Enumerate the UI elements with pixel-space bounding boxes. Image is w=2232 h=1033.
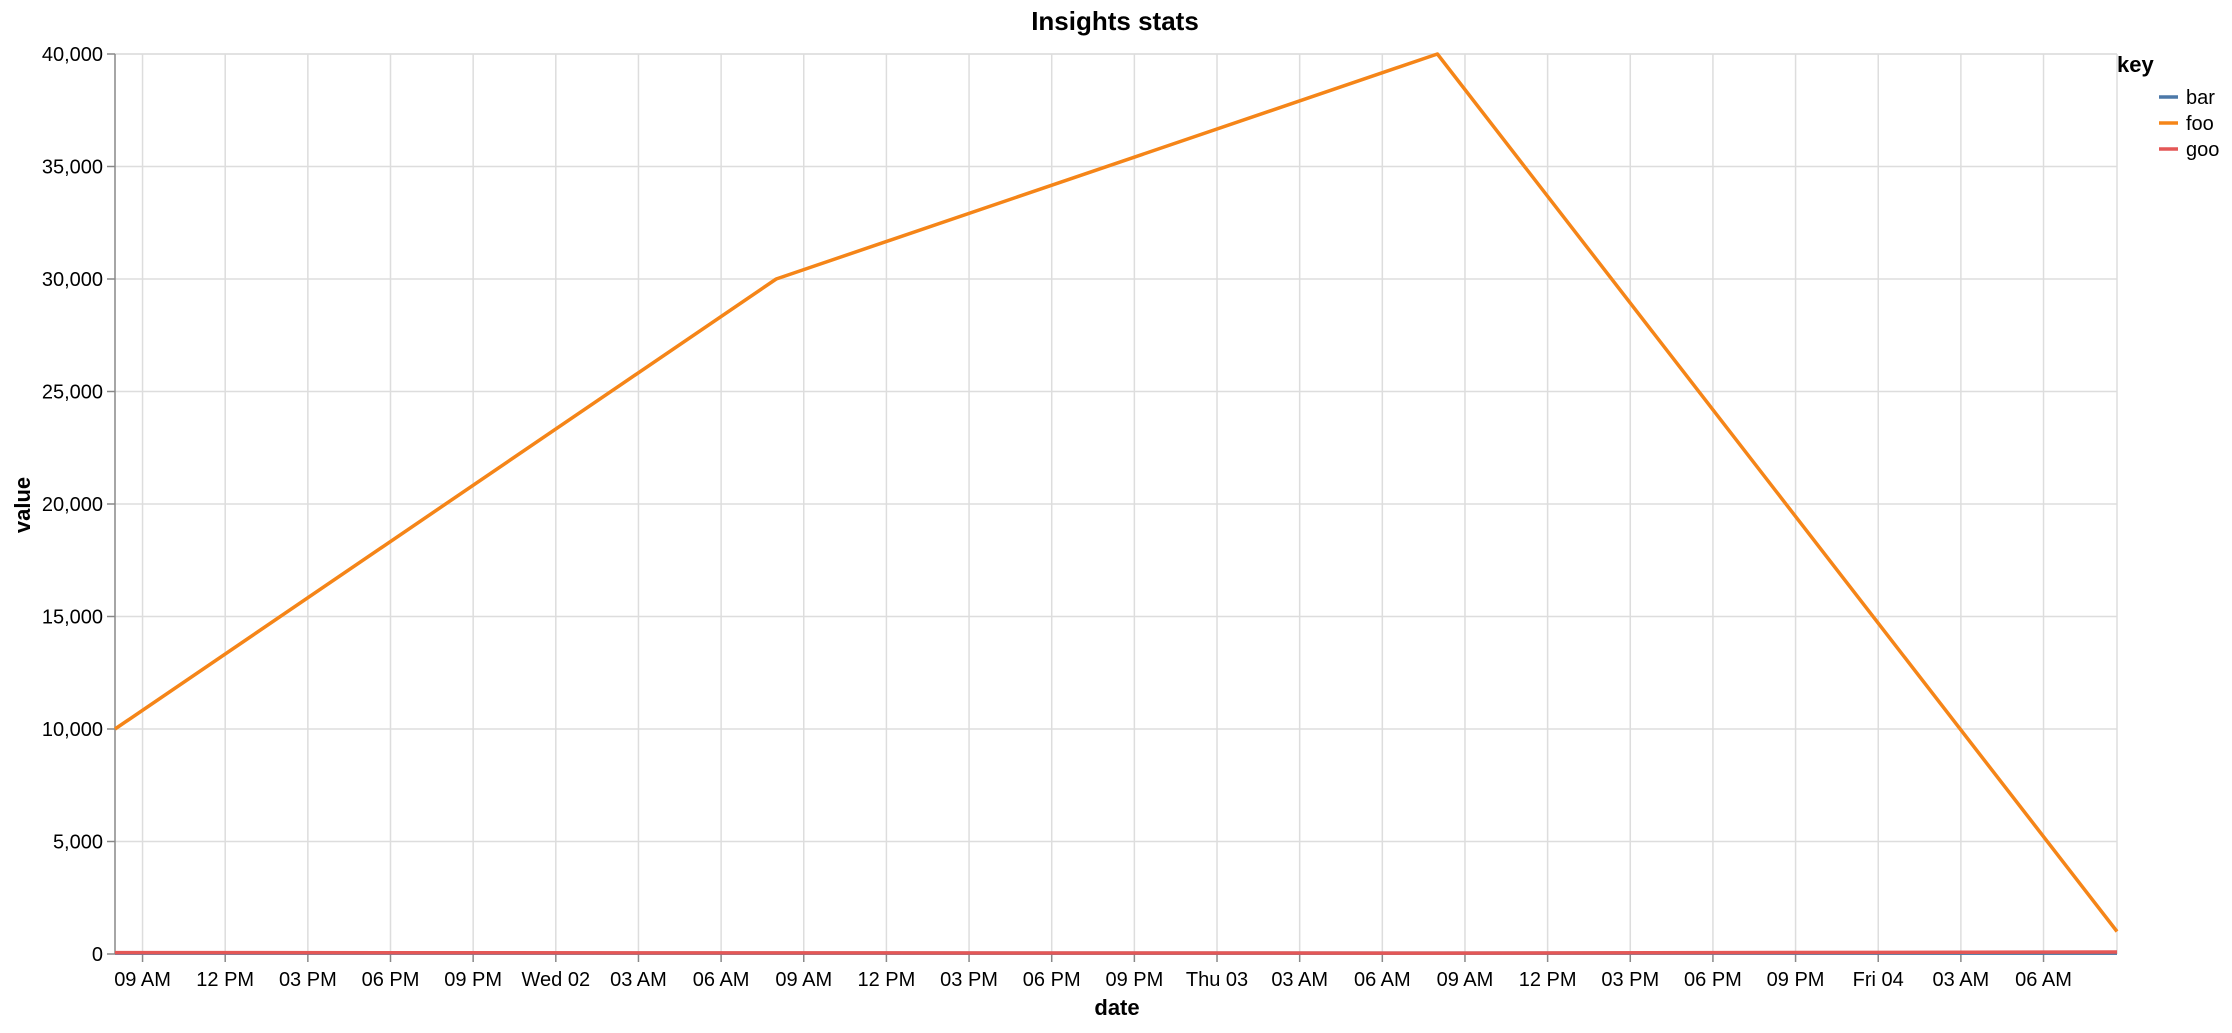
x-tick-label: 06 PM <box>362 969 420 991</box>
axes: 0 5,000 10,000 15,000 20,000 25,000 30,000 35,0… <box>42 44 2117 991</box>
x-tick-label: 09 AM <box>775 969 832 991</box>
y-tick-label: 25,000 <box>42 382 103 404</box>
x-tick-label: 06 AM <box>1354 969 1411 991</box>
x-tick-label: 03 PM <box>940 969 998 991</box>
x-tick-label: Thu 03 <box>1186 969 1248 991</box>
x-tick-label: 12 PM <box>1519 969 1577 991</box>
x-axis-title: date <box>1094 995 1139 1020</box>
y-tick-label: 15,000 <box>42 607 103 629</box>
x-tick-label: 06 PM <box>1023 969 1081 991</box>
x-tick-label: 09 PM <box>444 969 502 991</box>
x-tick-label: Wed 02 <box>522 969 591 991</box>
x-tick-label: 06 AM <box>693 969 750 991</box>
y-axis-title: value <box>10 477 35 533</box>
x-tick-label: 03 PM <box>1601 969 1659 991</box>
x-tick-label: 09 PM <box>1105 969 1163 991</box>
x-tick-label: 06 PM <box>1684 969 1742 991</box>
x-tick-label: Fri 04 <box>1853 969 1904 991</box>
y-tick-label: 10,000 <box>42 719 103 741</box>
legend-title: key <box>2117 52 2154 77</box>
y-tick-label: 40,000 <box>42 44 103 66</box>
x-tick-label: 09 AM <box>1437 969 1494 991</box>
x-tick-label: 03 AM <box>1271 969 1328 991</box>
legend: key bar foo goo <box>2117 52 2219 161</box>
series-line-goo <box>114 950 2118 955</box>
legend-label-goo: goo <box>2186 139 2219 161</box>
grid <box>115 53 2118 955</box>
series-group <box>114 52 2119 955</box>
legend-label-foo: foo <box>2186 113 2214 135</box>
y-tick-label: 5,000 <box>53 832 103 854</box>
chart-title: Insights stats <box>1031 6 1199 36</box>
x-tick-label: 09 AM <box>114 969 171 991</box>
y-tick-label: 35,000 <box>42 157 103 179</box>
x-tick-label: 06 AM <box>2015 969 2072 991</box>
x-tick-label: 12 PM <box>196 969 254 991</box>
x-tick-label: 12 PM <box>858 969 916 991</box>
y-tick-label: 20,000 <box>42 494 103 516</box>
y-tick-label: 30,000 <box>42 269 103 291</box>
x-tick-label: 03 AM <box>610 969 667 991</box>
x-tick-label: 03 PM <box>279 969 337 991</box>
x-tick-label: 03 AM <box>1933 969 1990 991</box>
series-line-foo <box>114 52 2119 933</box>
x-tick-label: 09 PM <box>1767 969 1825 991</box>
legend-label-bar: bar <box>2186 87 2215 109</box>
y-tick-label: 0 <box>92 944 103 966</box>
